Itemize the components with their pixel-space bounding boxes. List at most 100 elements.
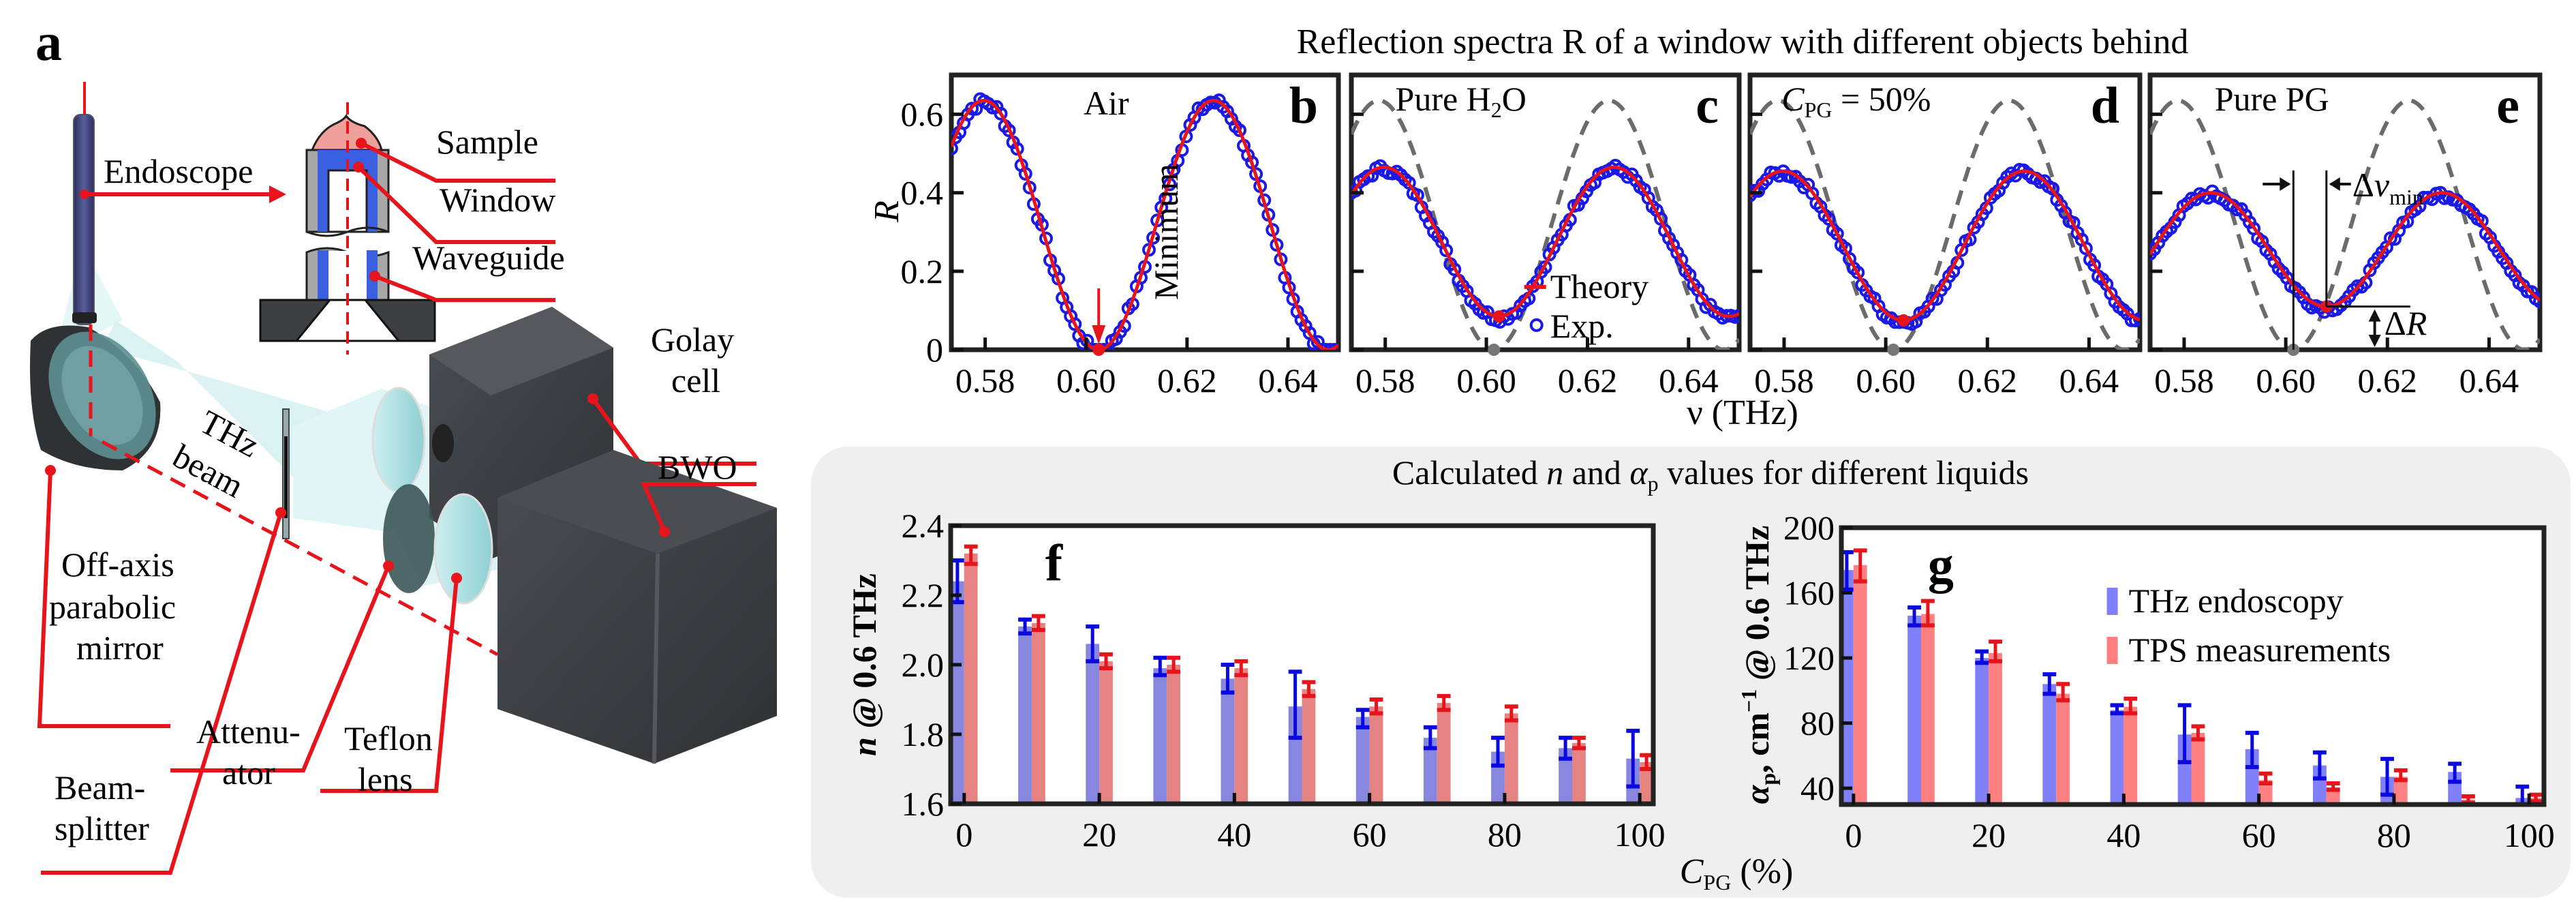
spectrum-panel-d: 0.58 0.60 0.62 0.64 d CPG = 50% bbox=[1747, 72, 2143, 400]
label-waveguide: Waveguide bbox=[412, 239, 565, 277]
y-tick-label: 0 bbox=[926, 331, 943, 369]
label-splitter-1: Beam- bbox=[55, 768, 145, 807]
bar-tps bbox=[1099, 661, 1113, 804]
parabolic-mirror: Off-axis parabolic mirror bbox=[30, 325, 176, 728]
exp-point bbox=[1323, 343, 1337, 350]
bwo-source: BWO bbox=[497, 448, 777, 764]
x-tick-label: 0 bbox=[955, 815, 972, 854]
x-tick-label: 100 bbox=[1614, 815, 1666, 854]
bar-thz-endoscopy bbox=[1975, 658, 1989, 805]
plot-frame bbox=[949, 72, 1341, 352]
panel-letter-e: e bbox=[2496, 77, 2519, 134]
bar-thz-endoscopy bbox=[1423, 738, 1437, 804]
annotation-pure-pg: Pure PG bbox=[2215, 80, 2329, 118]
bar-tps bbox=[2191, 732, 2205, 805]
x-tick-label: 40 bbox=[1217, 815, 1251, 854]
bar-thz-endoscopy bbox=[2245, 749, 2259, 805]
bar-thz-endoscopy bbox=[1086, 644, 1100, 804]
bar-tps bbox=[2258, 780, 2273, 805]
label-mirror-2: parabolic bbox=[49, 588, 176, 626]
spectra-ylabel: R bbox=[868, 200, 906, 223]
bars-xlabel: CPG (%) bbox=[1680, 852, 1794, 895]
y-tick-label: 1.8 bbox=[902, 715, 945, 753]
y-tick-label: 0.4 bbox=[901, 174, 944, 212]
bar-thz-endoscopy bbox=[1559, 748, 1572, 804]
bar-tps bbox=[1032, 622, 1045, 804]
bar-tps bbox=[964, 553, 978, 804]
label-sample: Sample bbox=[436, 123, 538, 161]
y-tick-label: 160 bbox=[1783, 574, 1835, 612]
bar-tps bbox=[1853, 565, 1867, 805]
bar-thz-endoscopy bbox=[1355, 717, 1370, 804]
panel-letter-b: b bbox=[1289, 77, 1318, 134]
x-tick-label: 80 bbox=[2377, 816, 2411, 854]
label-lens-2: lens bbox=[358, 760, 413, 798]
reference-minimum-point bbox=[1488, 344, 1501, 356]
bar-tps bbox=[1504, 713, 1518, 804]
label-window: Window bbox=[440, 181, 555, 219]
attenuator: Attenu- ator bbox=[170, 484, 435, 792]
arrow-up-icon bbox=[2368, 309, 2381, 322]
theory-curve bbox=[951, 98, 1338, 350]
bars-title: Calculated n and αp values for different… bbox=[1392, 453, 2029, 496]
legend-theory-label: Theory bbox=[1550, 267, 1649, 305]
panel-letter-c: c bbox=[1696, 77, 1719, 134]
bar-tps bbox=[2393, 777, 2408, 805]
arrow-right-icon bbox=[2280, 177, 2291, 191]
annotation-delta-nu: Δνmin bbox=[2352, 166, 2423, 209]
bar-chart-f: 0 20 40 60 80 100 1.6 1.8 2.0 2.2 2.4 f bbox=[902, 507, 1666, 854]
x-tick-label: 60 bbox=[1353, 815, 1387, 854]
exp-point bbox=[951, 141, 958, 155]
bar-charts: 0 20 40 60 80 100 1.6 1.8 2.0 2.2 2.4 f 0 20 40 60 80 100… bbox=[902, 507, 2555, 854]
annotation-sub: 2 bbox=[1491, 97, 1502, 122]
plot-frame-outline bbox=[1839, 525, 2547, 807]
label-golay-1: Golay bbox=[651, 320, 734, 359]
bar-tps bbox=[1369, 706, 1383, 804]
x-tick-label: 0.62 bbox=[1958, 361, 2018, 400]
panel-letter-a: a bbox=[35, 12, 62, 72]
label-splitter-2: splitter bbox=[55, 809, 149, 847]
x-tick-label: 40 bbox=[2106, 816, 2141, 854]
x-tick-label: 0.60 bbox=[1856, 361, 1916, 400]
plot-area bbox=[951, 92, 1338, 350]
exp-point bbox=[1010, 142, 1024, 156]
legend-label-1: TPS measurements bbox=[2129, 631, 2391, 669]
exp-point bbox=[1439, 243, 1454, 258]
endoscope-cross-section: Sample Window Waveguide bbox=[259, 102, 565, 355]
exp-point bbox=[2474, 214, 2489, 228]
bar-tps bbox=[2123, 706, 2138, 805]
label-bwo: BWO bbox=[658, 448, 737, 486]
bar-thz-endoscopy bbox=[2313, 765, 2327, 805]
exp-point bbox=[1654, 211, 1668, 226]
minimum-marker bbox=[1492, 310, 1505, 323]
bar-thz-endoscopy bbox=[1907, 616, 1921, 805]
bar-tps bbox=[1302, 689, 1316, 804]
bar-thz-endoscopy bbox=[1153, 668, 1167, 804]
bar-thz-endoscopy bbox=[2177, 734, 2192, 805]
exp-point bbox=[2046, 181, 2060, 196]
bar-thz-endoscopy bbox=[1288, 706, 1302, 804]
bar-thz-endoscopy bbox=[2042, 684, 2057, 805]
exp-point bbox=[1822, 212, 1836, 226]
x-tick-label: 0.60 bbox=[2256, 361, 2316, 400]
x-tick-label: 100 bbox=[2504, 816, 2555, 854]
label-lens-1: Teflon bbox=[344, 719, 433, 757]
theory-curve bbox=[1750, 169, 2140, 322]
annotation-part: O bbox=[1502, 80, 1527, 118]
experimental-points bbox=[1351, 159, 1739, 329]
exp-point bbox=[1851, 265, 1865, 280]
y-tick-label: 0.6 bbox=[901, 95, 944, 134]
panel-letter-f: f bbox=[1045, 535, 1064, 592]
plot-frame bbox=[1349, 72, 1742, 352]
annotation-part: ν bbox=[2374, 166, 2390, 204]
exp-point bbox=[1315, 343, 1329, 350]
spectrum-panel-b: 0.58 0.60 0.62 0.64 0 0.2 0.4 0.6 b Air Minimum bbox=[901, 72, 1341, 400]
bar-tps bbox=[1640, 762, 1653, 804]
annotation-part: C bbox=[1781, 80, 1805, 118]
x-tick-label: 0.64 bbox=[1258, 361, 1318, 400]
beamsplitter: Beam- splitter bbox=[41, 408, 290, 875]
x-tick-label: 0.60 bbox=[1456, 361, 1516, 400]
bars-g-ylabel: αp, cm−1 @ 0.6 THz bbox=[1736, 526, 1780, 805]
x-tick-label: 20 bbox=[1082, 815, 1116, 854]
